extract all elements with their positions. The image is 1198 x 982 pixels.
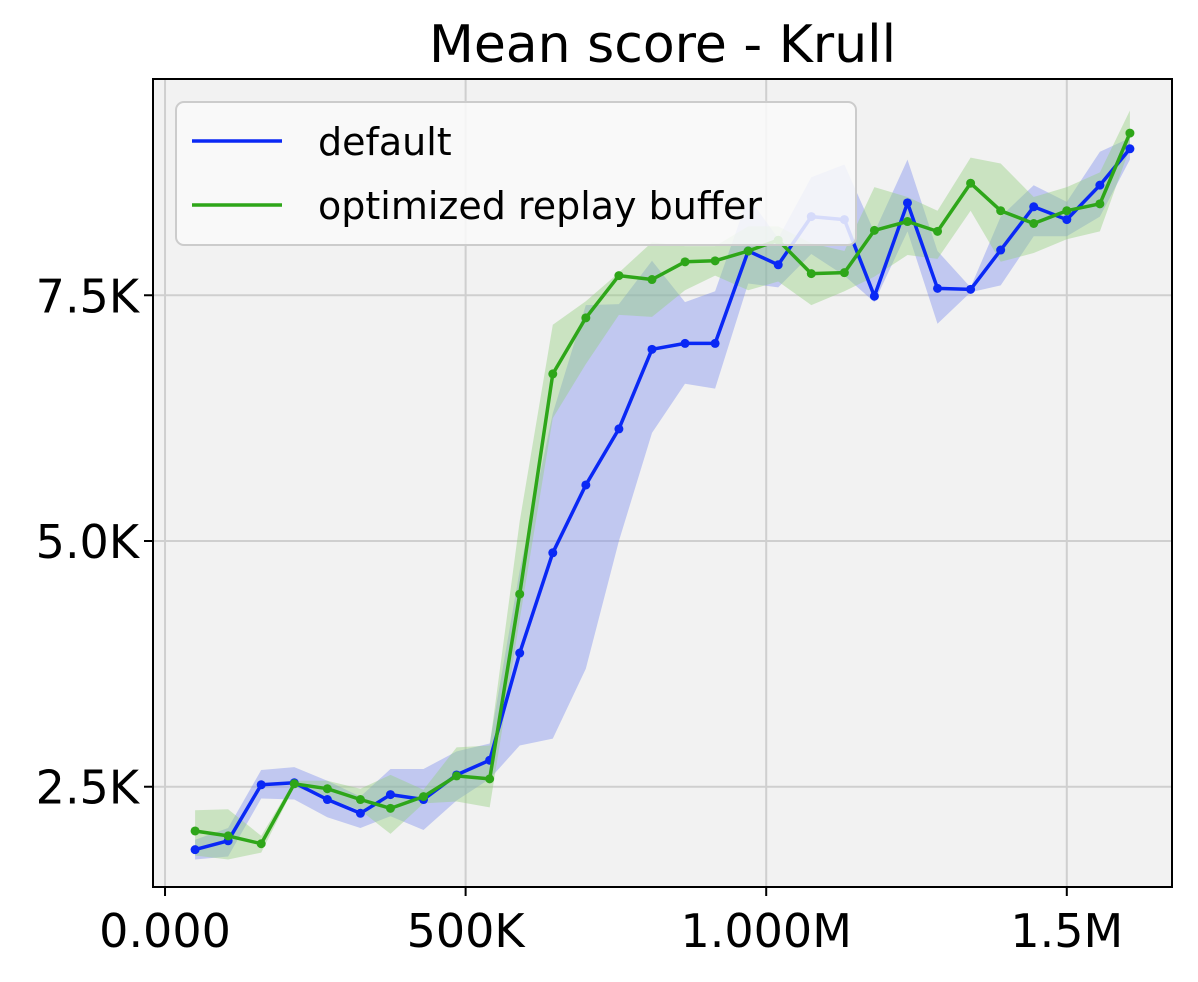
series-line-1 <box>194 147 1132 852</box>
legend-entries: default optimized replay buffer <box>192 120 762 228</box>
x-tick-label: 1.5M <box>1010 904 1123 958</box>
data-point <box>256 780 266 790</box>
data-point <box>710 338 720 348</box>
data-point <box>996 245 1006 255</box>
data-point <box>1125 128 1135 138</box>
legend-label: optimized replay buffer <box>318 184 762 228</box>
data-point <box>743 246 753 256</box>
data-point <box>452 771 462 781</box>
data-point <box>548 369 558 379</box>
data-point <box>190 826 200 836</box>
data-point <box>806 269 816 279</box>
axes: 0.000 500K 1.000M 1.5M 2.5K 5.0K 7.5K <box>36 269 1124 958</box>
x-tick-label: 0.000 <box>99 904 231 958</box>
data-point <box>1062 215 1072 225</box>
data-point <box>710 256 720 266</box>
data-point <box>869 291 879 301</box>
legend-entry-1[interactable]: default <box>192 120 452 164</box>
data-point <box>933 226 943 236</box>
legend-label: default <box>318 120 452 164</box>
data-point <box>1029 202 1039 212</box>
legend-box <box>175 101 857 246</box>
data-point <box>581 313 591 323</box>
y-tick-label: 2.5K <box>36 761 141 815</box>
data-point <box>1095 180 1105 190</box>
data-point <box>190 845 200 855</box>
y-tick-label: 7.5K <box>36 269 141 323</box>
legend-entry-2[interactable]: optimized replay buffer <box>192 184 762 228</box>
data-point <box>355 795 365 805</box>
series-lines <box>190 128 1135 855</box>
data-point <box>680 338 690 348</box>
data-point <box>614 424 624 434</box>
data-point <box>581 480 591 490</box>
data-point <box>647 275 657 285</box>
data-point <box>355 808 365 818</box>
x-tick-label: 500K <box>407 904 527 958</box>
data-point <box>322 784 332 794</box>
data-point <box>419 792 429 802</box>
data-point <box>485 774 495 784</box>
data-point <box>223 831 233 841</box>
data-point <box>614 271 624 281</box>
data-point <box>1095 199 1105 209</box>
confidence-band-series-2 <box>195 110 1130 860</box>
data-point <box>289 779 299 789</box>
data-point <box>256 839 266 849</box>
y-tick-label: 5.0K <box>36 515 141 569</box>
data-point <box>902 198 912 208</box>
data-point <box>322 795 332 805</box>
plot-frame <box>152 78 1173 888</box>
data-point <box>1029 218 1039 228</box>
data-point <box>385 790 395 800</box>
series-line-2 <box>194 132 1132 846</box>
data-point <box>647 344 657 354</box>
data-point <box>385 803 395 813</box>
data-point <box>515 589 525 599</box>
data-point <box>869 225 879 235</box>
data-point <box>773 260 783 270</box>
data-point <box>996 206 1006 216</box>
data-point <box>680 257 690 267</box>
data-point <box>966 178 976 188</box>
data-point <box>1062 206 1072 216</box>
data-point <box>1125 144 1135 154</box>
series-1 <box>190 144 1135 855</box>
data-point <box>839 268 849 278</box>
legend[interactable]: default optimized replay buffer <box>175 101 857 246</box>
x-tick-label: 1.000M <box>681 904 852 958</box>
data-point <box>902 217 912 227</box>
data-point <box>515 648 525 658</box>
data-point <box>548 548 558 558</box>
chart-title: Mean score - Krull <box>429 15 896 75</box>
data-point <box>933 283 943 293</box>
data-point <box>966 284 976 294</box>
series-2 <box>190 128 1135 849</box>
